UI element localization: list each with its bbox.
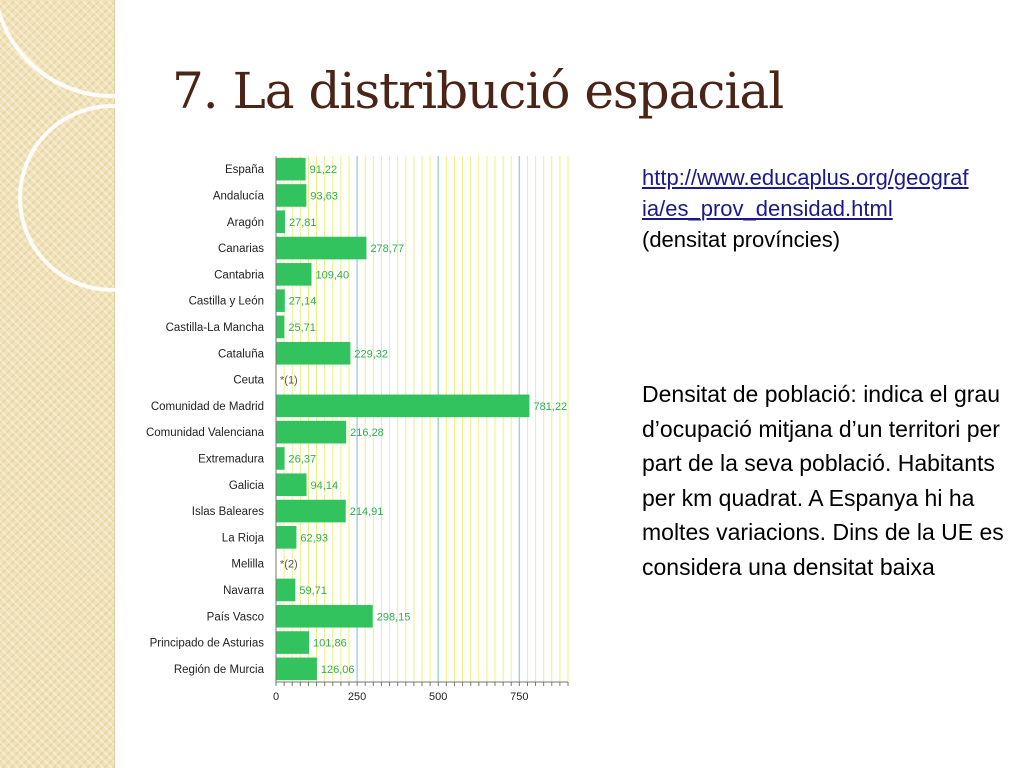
value-label: 25,71 bbox=[288, 322, 316, 334]
source-block: http://www.educaplus.org/geografia/es_pr… bbox=[642, 162, 972, 255]
x-tick-label: 750 bbox=[510, 691, 528, 703]
value-label: 126,06 bbox=[321, 664, 355, 676]
value-label: 91,22 bbox=[310, 164, 338, 176]
density-description: Densitat de població: indica el grau d’o… bbox=[642, 381, 1004, 580]
category-label: Extremadura bbox=[198, 453, 264, 465]
slide-title: 7. La distribució espacial bbox=[172, 62, 784, 120]
category-label: Islas Baleares bbox=[192, 506, 264, 518]
category-label: Aragón bbox=[227, 217, 264, 229]
value-label: 26,37 bbox=[289, 453, 317, 465]
source-link[interactable]: http://www.educaplus.org/geografia/es_pr… bbox=[642, 165, 969, 221]
chart-bars: España 91,22 Andalucía 93,63 Aragón 27,81 Cana… bbox=[146, 157, 567, 681]
bar bbox=[276, 604, 373, 628]
value-label: 109,40 bbox=[315, 269, 349, 281]
x-tick-label: 500 bbox=[429, 691, 447, 703]
decorative-circles bbox=[0, 8, 220, 292]
value-label: 278,77 bbox=[370, 243, 404, 255]
bar bbox=[276, 157, 306, 181]
category-label: Comunidad de Madrid bbox=[151, 401, 264, 413]
value-label: 27,14 bbox=[289, 296, 317, 308]
bar bbox=[276, 526, 297, 549]
chart-grid bbox=[283, 156, 569, 682]
category-label: Castilla-La Mancha bbox=[166, 322, 265, 334]
category-label: La Rioja bbox=[222, 532, 265, 544]
bar bbox=[276, 315, 285, 339]
decorative-circle-lower bbox=[18, 104, 206, 292]
bar bbox=[276, 420, 347, 444]
decorative-circle-upper bbox=[0, 8, 220, 98]
bar bbox=[276, 578, 296, 602]
category-label: Principado de Asturias bbox=[150, 638, 265, 650]
category-label: País Vasco bbox=[207, 611, 264, 623]
bar bbox=[276, 394, 530, 418]
value-label: 93,63 bbox=[310, 190, 338, 202]
value-label: 27,81 bbox=[289, 217, 317, 229]
bar bbox=[276, 236, 367, 260]
bar bbox=[276, 289, 285, 312]
category-label: Cantabria bbox=[214, 269, 264, 281]
bar bbox=[276, 263, 312, 286]
value-label: *(1) bbox=[280, 375, 298, 387]
value-label: 59,71 bbox=[299, 585, 327, 597]
value-label: 229,32 bbox=[354, 348, 388, 360]
category-label: Región de Murcia bbox=[174, 664, 265, 676]
value-label: 94,14 bbox=[311, 480, 339, 492]
bar bbox=[276, 184, 307, 207]
value-label: *(2) bbox=[280, 559, 298, 571]
source-caption: (densitat províncies) bbox=[642, 227, 841, 252]
value-label: 298,15 bbox=[377, 611, 411, 623]
bar bbox=[276, 657, 317, 681]
bar bbox=[276, 447, 285, 470]
value-label: 214,91 bbox=[350, 506, 384, 518]
x-tick-label: 0 bbox=[273, 691, 279, 703]
bar bbox=[276, 631, 310, 654]
category-label: Cataluña bbox=[218, 348, 265, 360]
category-label: Castilla y León bbox=[189, 296, 264, 308]
bar bbox=[276, 473, 307, 497]
category-label: Melilla bbox=[231, 559, 264, 571]
chart-x-axis: 0 250 500 750 bbox=[273, 156, 569, 703]
category-label: Ceuta bbox=[233, 375, 264, 387]
category-label: Comunidad Valenciana bbox=[146, 427, 265, 439]
category-label: Navarra bbox=[223, 585, 265, 597]
category-label: Andalucía bbox=[213, 190, 265, 202]
value-label: 216,28 bbox=[350, 427, 384, 439]
category-label: España bbox=[225, 164, 265, 176]
value-label: 62,93 bbox=[300, 532, 328, 544]
category-label: Canarias bbox=[218, 243, 264, 255]
x-tick-label: 250 bbox=[348, 691, 366, 703]
decorative-side-band bbox=[0, 0, 115, 768]
category-label: Galicia bbox=[229, 480, 265, 492]
value-label: 781,22 bbox=[533, 401, 567, 413]
density-bar-chart: España 91,22 Andalucía 93,63 Aragón 27,81 Cana… bbox=[146, 156, 569, 703]
bar bbox=[276, 499, 346, 523]
value-label: 101,86 bbox=[313, 638, 347, 650]
bar bbox=[276, 341, 351, 365]
bar bbox=[276, 210, 286, 234]
